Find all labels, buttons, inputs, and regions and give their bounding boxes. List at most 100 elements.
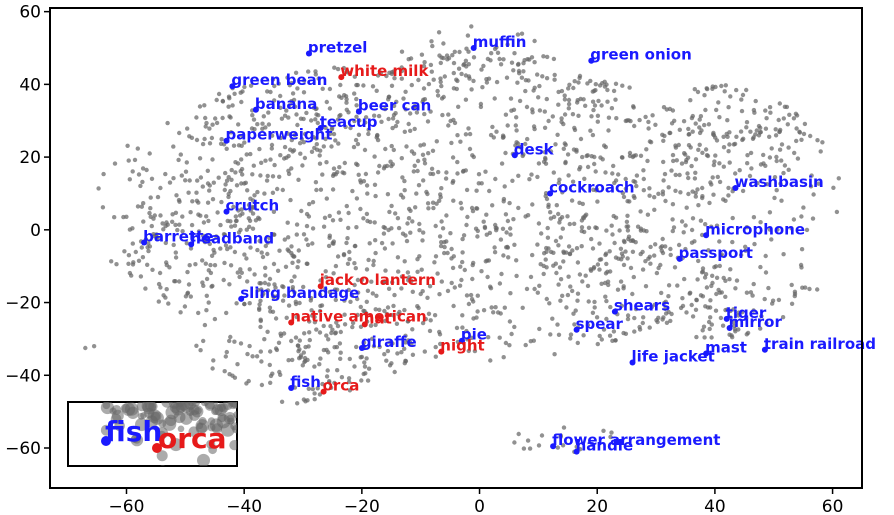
background-point	[373, 250, 378, 256]
background-point	[688, 290, 693, 295]
background-point	[193, 262, 198, 267]
background-point	[450, 155, 456, 160]
background-point	[592, 299, 597, 305]
background-point	[218, 222, 223, 228]
background-point	[312, 320, 318, 325]
background-point	[734, 278, 740, 283]
background-point	[301, 397, 307, 402]
background-point	[594, 225, 599, 231]
background-point	[147, 244, 153, 249]
background-point	[240, 133, 245, 139]
background-point	[277, 248, 282, 253]
point-label-jack-o-lantern: jack o lantern	[319, 271, 436, 289]
background-point	[462, 267, 467, 273]
background-point	[303, 344, 308, 350]
background-point	[720, 323, 726, 328]
background-point	[700, 328, 705, 333]
point-marker-sling-bandage	[238, 295, 245, 302]
background-point	[335, 117, 341, 122]
point-marker-beer-can	[355, 108, 362, 115]
point-label-beer-can: beer can	[358, 97, 431, 115]
background-point	[727, 160, 732, 165]
background-point	[561, 121, 566, 127]
background-point	[210, 366, 215, 371]
background-point	[318, 356, 323, 361]
background-point	[221, 277, 226, 283]
background-point	[358, 206, 363, 212]
point-marker-night	[438, 348, 445, 355]
background-point	[637, 117, 642, 123]
background-point	[512, 51, 517, 56]
background-point	[556, 180, 561, 186]
background-point	[126, 261, 131, 266]
background-point	[259, 287, 264, 292]
background-point	[268, 373, 274, 379]
background-point	[258, 173, 263, 178]
background-point	[275, 186, 280, 192]
background-point	[387, 209, 392, 215]
background-point	[490, 124, 495, 130]
background-point	[705, 153, 711, 159]
background-point	[384, 311, 390, 317]
point-label-giraffe: giraffe	[361, 333, 417, 351]
background-point	[383, 318, 388, 324]
background-point	[288, 147, 293, 152]
background-point	[122, 249, 127, 254]
background-point	[709, 322, 714, 327]
background-point	[242, 84, 247, 90]
background-point	[202, 103, 207, 108]
background-point	[330, 187, 336, 192]
inset-background-point	[195, 422, 207, 434]
background-point	[342, 160, 347, 166]
background-point	[205, 200, 211, 205]
background-point	[336, 210, 342, 215]
background-point	[733, 286, 738, 291]
background-point	[686, 191, 691, 197]
background-point	[331, 172, 337, 177]
background-point	[530, 110, 535, 115]
background-point	[246, 202, 252, 208]
background-point	[350, 324, 355, 330]
background-point	[247, 343, 252, 349]
background-point	[596, 98, 601, 104]
point-marker-giraffe	[358, 345, 365, 351]
background-point	[112, 215, 117, 220]
background-point	[641, 315, 646, 320]
background-point	[324, 374, 330, 379]
background-point	[156, 299, 161, 304]
background-point	[627, 199, 632, 204]
background-point	[227, 282, 232, 287]
background-point	[763, 108, 768, 113]
background-point	[541, 159, 547, 164]
background-point	[532, 38, 537, 44]
background-point	[445, 250, 450, 256]
background-point	[366, 257, 371, 263]
background-point	[387, 363, 393, 368]
background-point	[685, 155, 691, 160]
background-point	[431, 205, 436, 211]
background-point	[512, 242, 517, 247]
background-point	[301, 284, 306, 290]
background-point	[382, 225, 388, 231]
background-point	[464, 328, 469, 334]
background-point	[441, 94, 446, 100]
background-point	[486, 76, 492, 81]
background-point	[758, 220, 763, 225]
background-point	[300, 363, 305, 368]
inset-background-point	[136, 402, 147, 412]
point-label-handle: handle	[576, 437, 634, 455]
background-point	[395, 119, 400, 125]
background-point	[350, 320, 356, 326]
background-point	[130, 169, 135, 174]
background-point	[808, 133, 813, 139]
background-point	[366, 366, 372, 371]
background-point	[377, 307, 382, 312]
background-point	[219, 137, 224, 142]
background-point	[198, 348, 203, 353]
background-point	[297, 338, 302, 343]
background-point	[471, 299, 476, 304]
background-point	[196, 310, 201, 316]
background-point	[618, 279, 624, 284]
background-point	[578, 96, 583, 102]
background-point	[402, 346, 407, 351]
